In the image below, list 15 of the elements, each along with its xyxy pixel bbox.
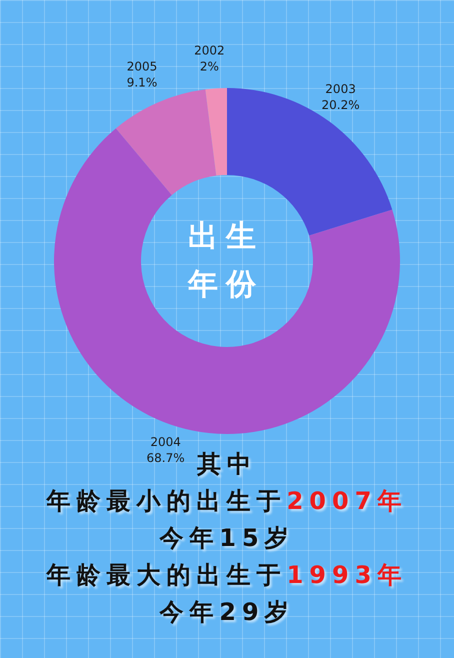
donut-slice [54, 128, 400, 434]
slice-label: 2003 [325, 82, 356, 96]
data-label: 68.7% [146, 450, 185, 465]
donut-slice [205, 88, 227, 176]
text: 出生年份 [187, 219, 264, 302]
text: 今年29岁 [159, 598, 295, 626]
text: 其中 [197, 450, 257, 478]
data-label: 2% [200, 59, 219, 74]
slice-label: 2005 [126, 60, 158, 74]
slice-label: 2004 [150, 434, 181, 449]
slice-label: 2002 [194, 43, 225, 58]
data-label: 9.1% [126, 76, 158, 90]
text: 今年15岁 [159, 524, 295, 552]
donut-slice [116, 89, 216, 196]
data-label: 20.2% [322, 98, 360, 112]
